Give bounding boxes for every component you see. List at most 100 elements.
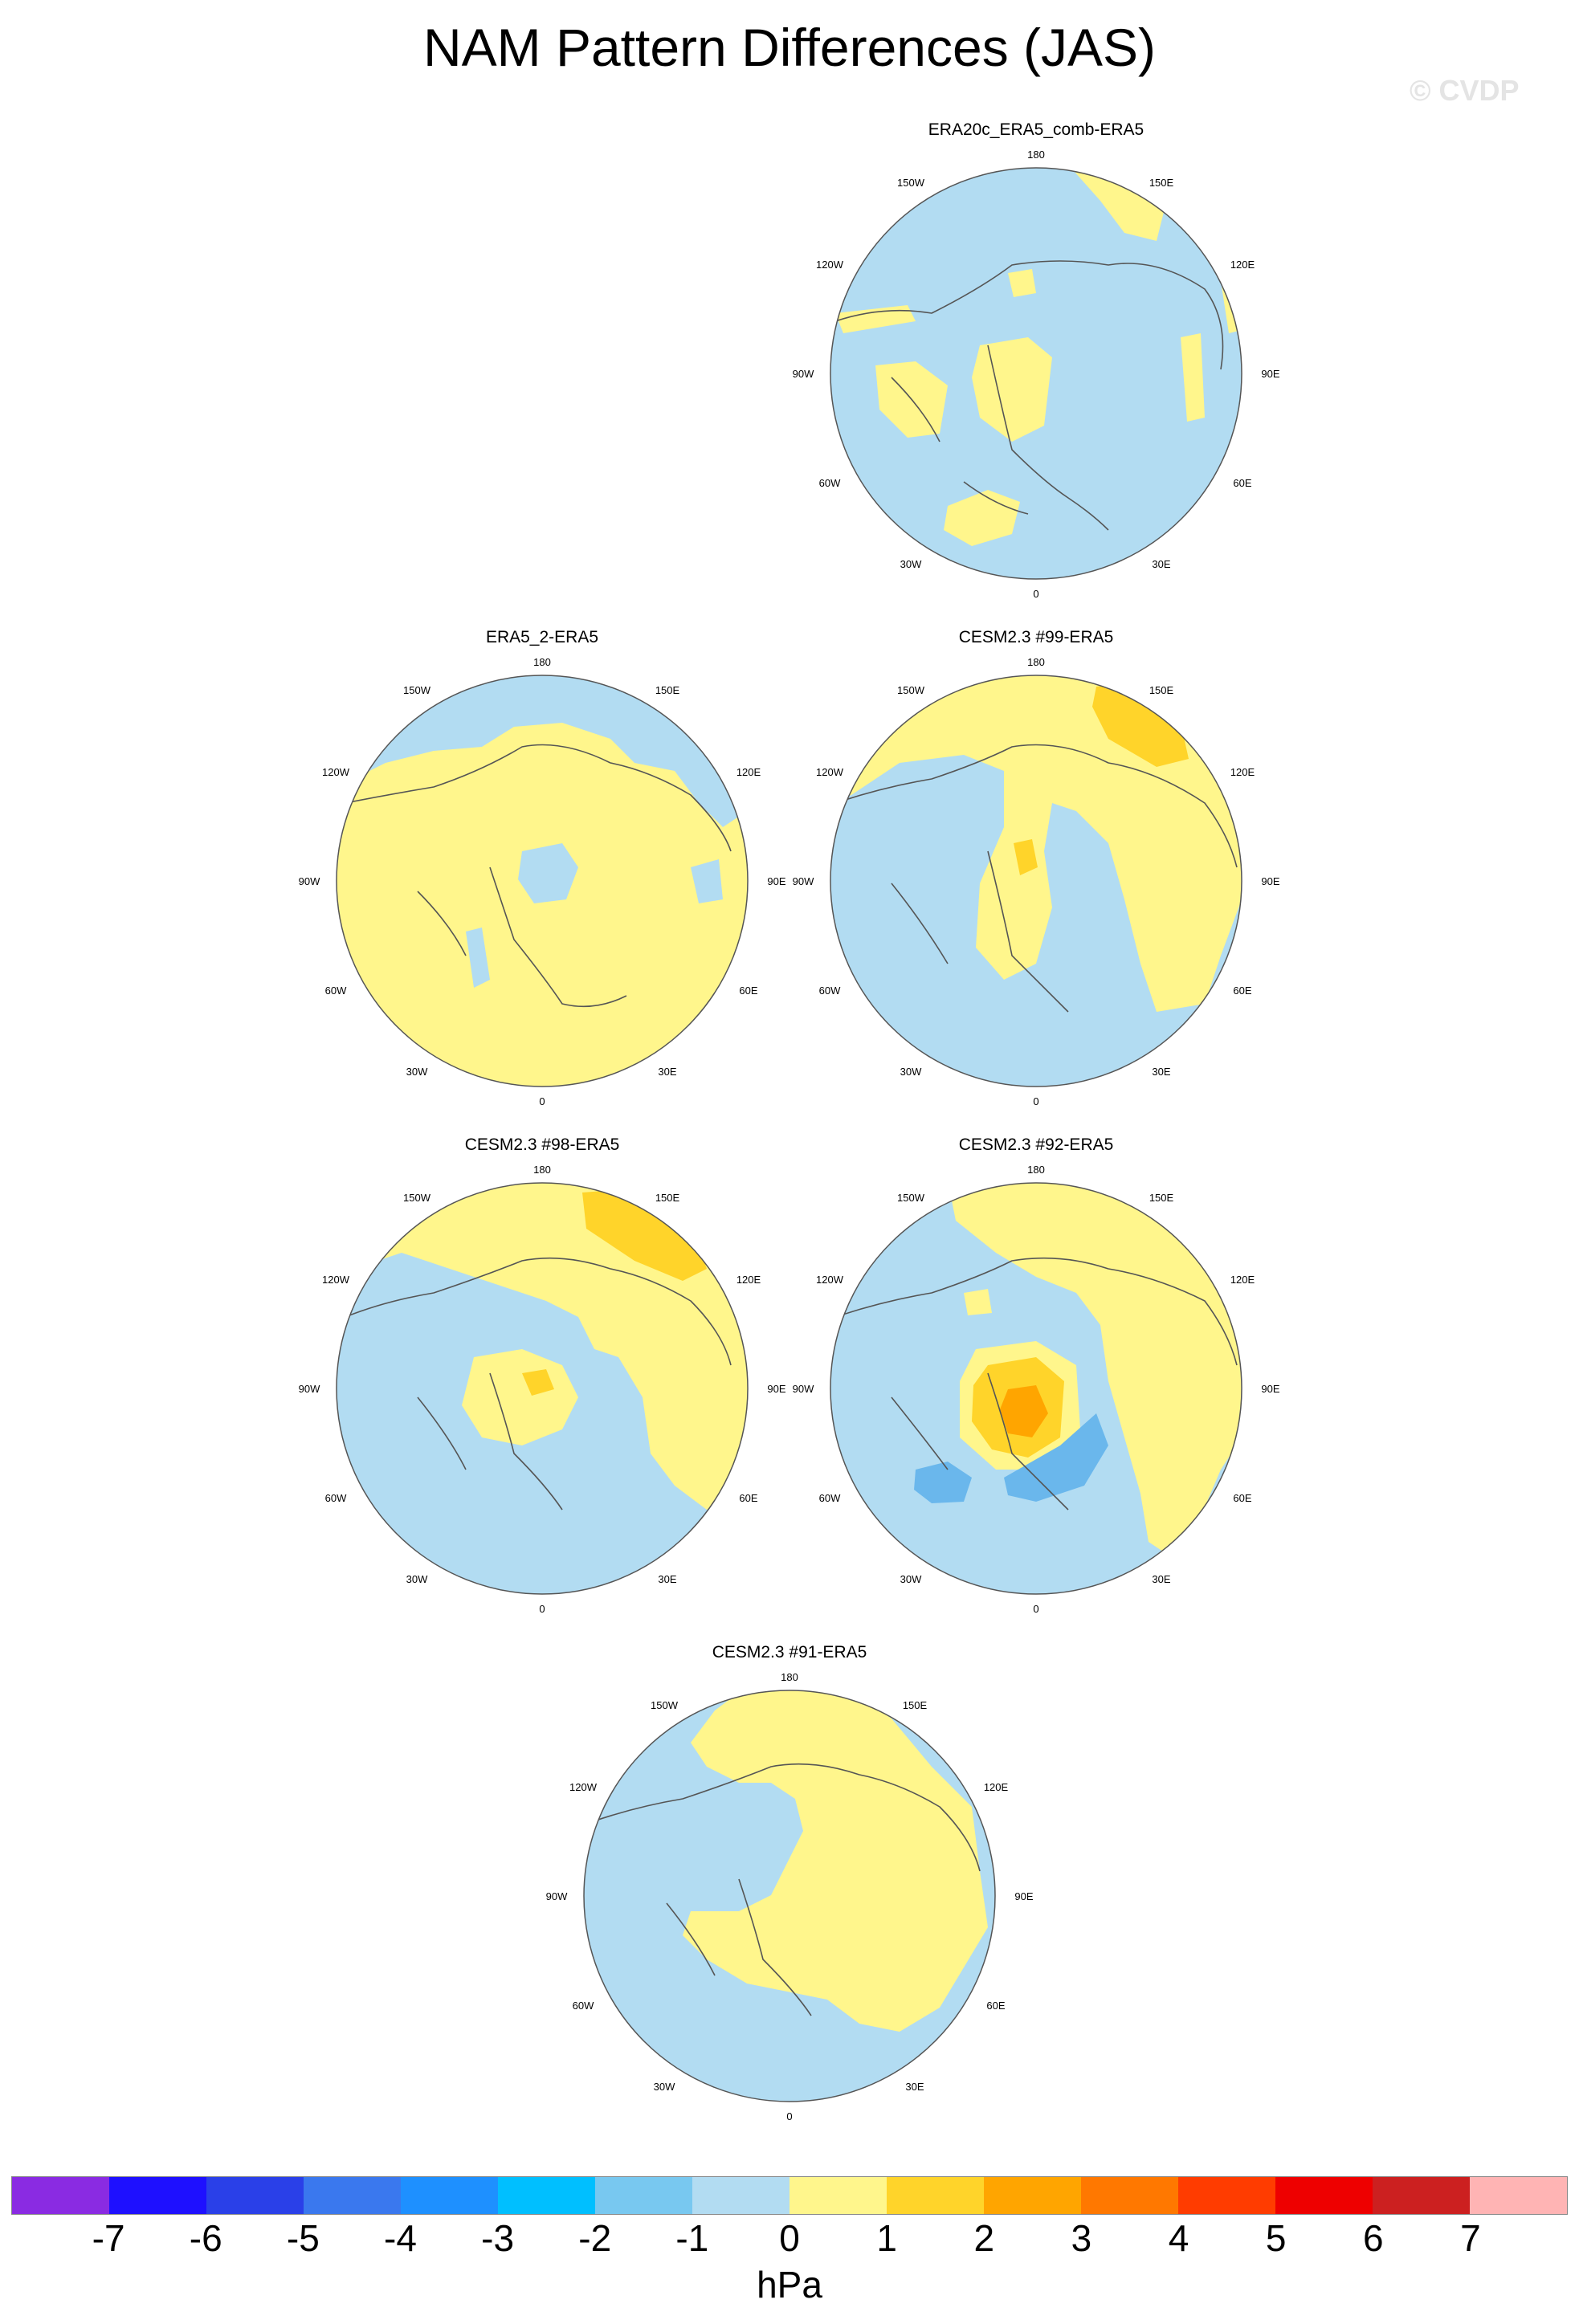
longitude-labels: 180 150E 120E 90E 60E 30E 0 30W 60W 90W …: [299, 1164, 786, 1615]
positive-anomaly-region: [948, 1183, 1242, 1558]
lon-label: 150W: [651, 1699, 679, 1711]
colorbar-tick-label: -4: [384, 2217, 417, 2259]
lon-label: 0: [539, 1603, 545, 1615]
colorbar-labels: -7 -6 -5 -4 -3 -2 -1 0 1 2 3 4 5 6 7: [0, 2216, 1579, 2265]
colorbar-box: [12, 2177, 109, 2214]
lon-label: 120W: [816, 1274, 844, 1286]
colorbar: [11, 2176, 1568, 2215]
lon-label: 90E: [1261, 875, 1279, 887]
panel-title: CESM2.3 #92-ERA5: [959, 1135, 1114, 1154]
lon-label: 120E: [1230, 766, 1255, 778]
lon-label: 60E: [739, 985, 757, 997]
lon-label: 30E: [658, 1066, 676, 1078]
lon-label: 180: [533, 656, 551, 668]
map-panel-0: ERA20c_ERA5_comb-ERA5 180 150E 120E 90E …: [793, 120, 1280, 600]
colorbar-tick-label: -3: [481, 2217, 515, 2259]
lon-label: 0: [786, 2110, 792, 2122]
lon-label: 60W: [819, 1492, 841, 1504]
lon-label: 60E: [1233, 1492, 1251, 1504]
lon-label: 150E: [1149, 1192, 1174, 1204]
lon-label: 30W: [900, 1066, 922, 1078]
colorbar-box: [790, 2177, 887, 2214]
colorbar-box: [1081, 2177, 1178, 2214]
colorbar-tick-label: 1: [876, 2217, 897, 2259]
colorbar-tick-label: 6: [1362, 2217, 1384, 2259]
colorbar-tick-label: -2: [578, 2217, 612, 2259]
lon-label: 120E: [736, 1274, 761, 1286]
coastline: [345, 744, 732, 1008]
moderate-positive-region: [1014, 839, 1038, 875]
panel-title: ERA5_2-ERA5: [486, 628, 598, 646]
lon-label: 180: [533, 1164, 551, 1176]
lon-label: 150E: [1149, 177, 1174, 189]
lon-label: 90W: [546, 1890, 568, 1902]
panel-title: CESM2.3 #98-ERA5: [465, 1135, 620, 1154]
longitude-labels: 180 150E 120E 90E 60E 30E 0 30W 60W 90W …: [546, 1671, 1034, 2122]
colorbar-box: [692, 2177, 790, 2214]
lon-label: 120E: [1230, 1274, 1255, 1286]
colorbar-box: [887, 2177, 984, 2214]
lon-label: 60E: [1233, 985, 1251, 997]
lon-label: 180: [1027, 1164, 1045, 1176]
map-panel-1: ERA5_2-ERA5 180 150E 120E 90E 60E 30E 0 …: [299, 628, 786, 1107]
colorbar-box: [984, 2177, 1081, 2214]
moderate-negative-region: [1004, 1413, 1108, 1502]
moderate-positive-region: [522, 1369, 554, 1396]
large-positive-region: [1000, 1385, 1048, 1437]
lon-label: 150E: [903, 1699, 928, 1711]
negative-anomaly-region: [337, 675, 747, 827]
colorbar-box: [1373, 2177, 1470, 2214]
lon-label: 120E: [1230, 259, 1255, 271]
map-outline: [830, 675, 1242, 1087]
lon-label: 120E: [736, 766, 761, 778]
lon-label: 180: [1027, 656, 1045, 668]
colorbar-box: [1275, 2177, 1373, 2214]
colorbar-tick-label: 2: [973, 2217, 995, 2259]
lon-label: 60W: [819, 477, 841, 489]
lon-label: 90E: [767, 1383, 785, 1395]
lon-label: 90E: [1261, 1383, 1279, 1395]
colorbar-tick-label: 0: [779, 2217, 800, 2259]
colorbar-tick-label: -7: [92, 2217, 125, 2259]
lon-label: 150E: [655, 684, 680, 696]
map-panel-3: CESM2.3 #98-ERA5 180 150E 120E 90E 60E 3…: [299, 1135, 786, 1615]
lon-label: 90W: [299, 1383, 320, 1395]
lon-label: 90E: [1261, 368, 1279, 380]
colorbar-tick-label: -1: [675, 2217, 709, 2259]
lon-label: 180: [1027, 149, 1045, 161]
lon-label: 0: [539, 1095, 545, 1107]
colorbar-tick-label: 7: [1460, 2217, 1481, 2259]
lon-label: 30W: [406, 1066, 428, 1078]
colorbar-box: [401, 2177, 498, 2214]
map-outline: [336, 675, 749, 1087]
lon-label: 120W: [322, 766, 350, 778]
longitude-labels: 180 150E 120E 90E 60E 30E 0 30W 60W 90W …: [793, 1164, 1280, 1615]
lon-label: 180: [781, 1671, 798, 1683]
lon-label: 30E: [1152, 558, 1170, 570]
lon-label: 0: [1033, 588, 1038, 600]
negative-anomaly-region: [691, 859, 723, 903]
lon-label: 60W: [325, 985, 347, 997]
lon-label: 150W: [897, 1192, 925, 1204]
lon-label: 150W: [403, 1192, 431, 1204]
lon-label: 150W: [403, 684, 431, 696]
lon-label: 90E: [767, 875, 785, 887]
lon-label: 90W: [299, 875, 320, 887]
lon-label: 30E: [905, 2081, 924, 2093]
colorbar-tick-label: -5: [286, 2217, 320, 2259]
lon-label: 0: [1033, 1095, 1038, 1107]
map-outline: [583, 1690, 996, 2102]
negative-anomaly-region: [466, 928, 490, 988]
longitude-labels: 180 150E 120E 90E 60E 30E 0 30W 60W 90W …: [793, 149, 1280, 600]
map-panels: ERA20c_ERA5_comb-ERA5 180 150E 120E 90E …: [299, 120, 1280, 2122]
colorbar-box: [595, 2177, 692, 2214]
lon-label: 60E: [1233, 477, 1251, 489]
lon-label: 90W: [793, 875, 814, 887]
colorbar-tick-label: -6: [189, 2217, 222, 2259]
panel-title: CESM2.3 #91-ERA5: [712, 1643, 867, 1661]
colorbar-box: [304, 2177, 401, 2214]
coastline: [588, 1763, 981, 2016]
lon-label: 60W: [573, 2000, 594, 2012]
lon-label: 150W: [897, 684, 925, 696]
colorbar-box: [109, 2177, 206, 2214]
